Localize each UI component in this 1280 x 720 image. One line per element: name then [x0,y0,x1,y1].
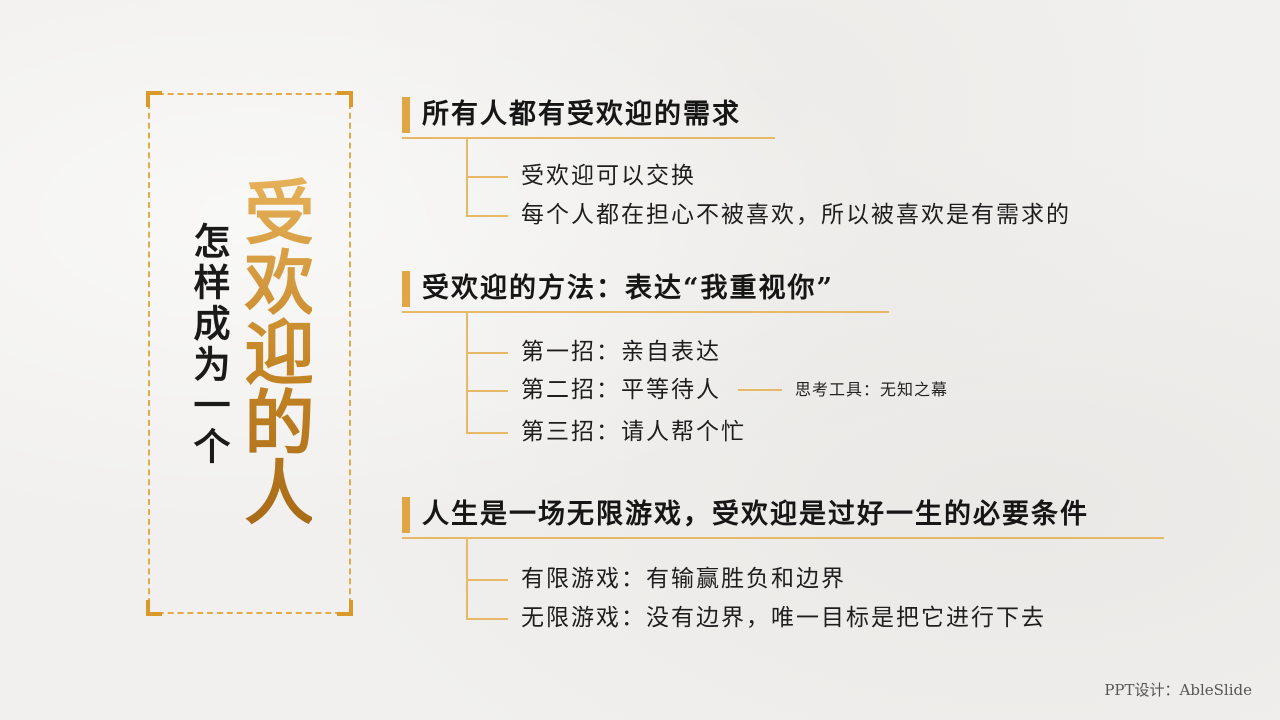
section-2-tree-line [466,313,468,432]
item-label: 第一招：亲自表达 [521,339,721,365]
section-3-heading: 人生是一场无限游戏，受欢迎是过好一生的必要条件 [422,499,1089,530]
item-label: 有限游戏：有输赢胜负和边界 [521,566,846,592]
item-label: 受欢迎可以交换 [521,163,696,189]
section-2-underline [402,311,889,313]
frame-corner-bottom-left [146,600,162,616]
branch-line [466,176,508,178]
frame-corner-bottom-right [337,600,353,616]
frame-corner-top-right [337,91,353,107]
section-1-marker [402,97,410,133]
branch-line [466,352,508,354]
item-label: 第二招：平等待人 [521,377,721,403]
item-label: 第三招：请人帮个忙 [521,419,746,445]
branch-line [466,618,508,620]
title-small: 怎样成为一个 [187,222,231,468]
note-connector-line [738,389,782,391]
section-1-heading: 所有人都有受欢迎的需求 [422,99,741,130]
branch-line [466,390,508,392]
section-3-tree-line [466,539,468,618]
title-frame [146,91,353,616]
item-label: 每个人都在担心不被喜欢，所以被喜欢是有需求的 [521,202,1071,228]
section-1-underline [402,137,775,139]
title-big: 受欢迎的人 [233,176,316,526]
section-2-marker [402,271,410,307]
frame-corner-top-left [146,91,162,107]
section-3-underline [402,537,1164,539]
branch-line [466,432,508,434]
branch-line [466,579,508,581]
design-credit: PPT设计：AbleSlide [1104,681,1252,699]
section-3-marker [402,497,410,533]
item-label: 无限游戏：没有边界，唯一目标是把它进行下去 [521,605,1046,631]
branch-line [466,215,508,217]
section-2-heading: 受欢迎的方法：表达“我重视你” [422,273,835,304]
thinking-tool-note: 思考工具：无知之幕 [795,380,949,399]
